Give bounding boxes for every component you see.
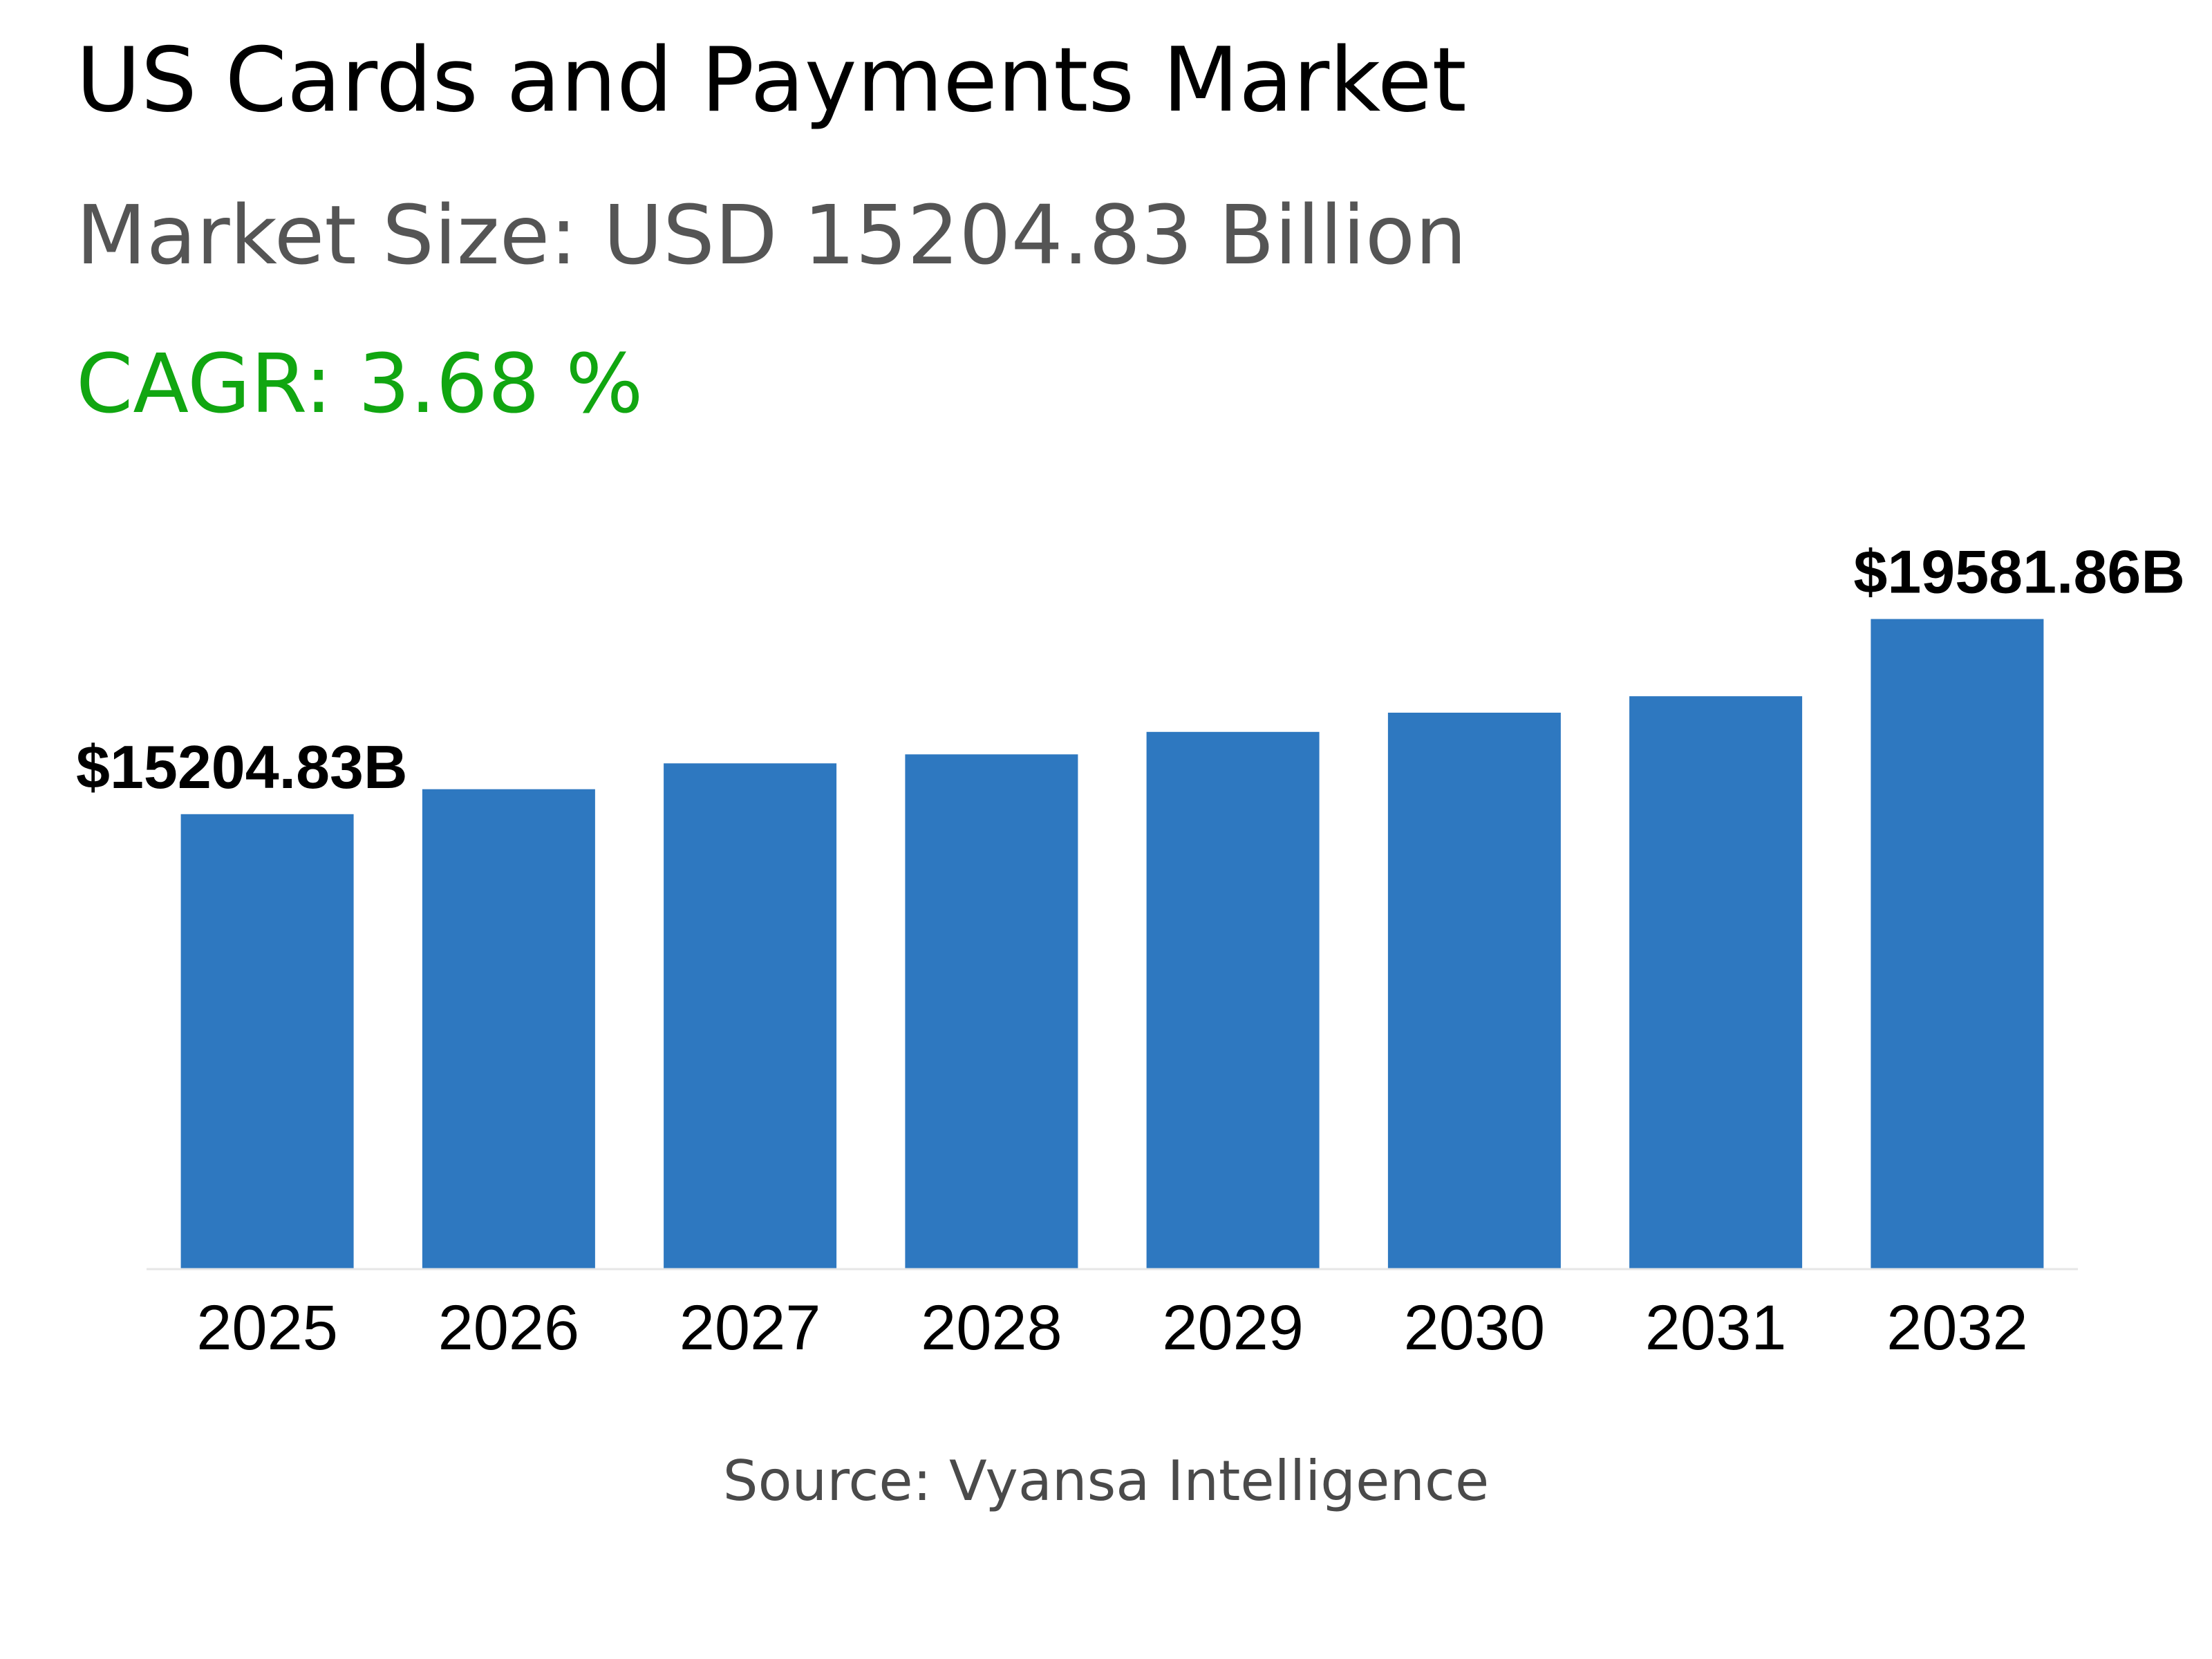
- x-tick-label-2032: 2032: [1886, 1293, 2028, 1363]
- x-tick-label-2026: 2026: [438, 1293, 580, 1363]
- bar-2027: [664, 763, 837, 1269]
- x-tick-label-2029: 2029: [1162, 1293, 1304, 1363]
- source-note: Source: Vyansa Intelligence: [722, 1449, 1490, 1513]
- bar-2031: [1629, 696, 1803, 1269]
- bars-group: [180, 619, 2044, 1269]
- bar-2030: [1387, 713, 1561, 1269]
- bar-2025: [180, 814, 354, 1269]
- chart-title: US Cards and Payments Market: [76, 29, 1467, 132]
- x-tick-label-2028: 2028: [921, 1293, 1062, 1363]
- x-tick-label-2025: 2025: [196, 1293, 338, 1363]
- data-label-2025: $15204.83B: [76, 733, 408, 801]
- bar-2026: [422, 789, 595, 1269]
- x-tick-label-2027: 2027: [679, 1293, 821, 1363]
- market-size-subtitle: Market Size: USD 15204.83 Billion: [76, 187, 1467, 283]
- cagr-subtitle: CAGR: 3.68 %: [76, 336, 644, 431]
- x-tick-labels: 2025 2026 2027 2028 2029 2030 2031 2032: [196, 1293, 2027, 1363]
- bar-2032: [1871, 619, 2044, 1269]
- bar-2029: [1146, 731, 1320, 1269]
- data-label-2032: $19581.86B: [1853, 538, 2185, 606]
- bar-2028: [905, 754, 1078, 1269]
- data-labels-group: $15204.83B $19581.86B: [76, 538, 2185, 801]
- x-tick-label-2031: 2031: [1645, 1293, 1787, 1363]
- x-tick-label-2030: 2030: [1404, 1293, 1546, 1363]
